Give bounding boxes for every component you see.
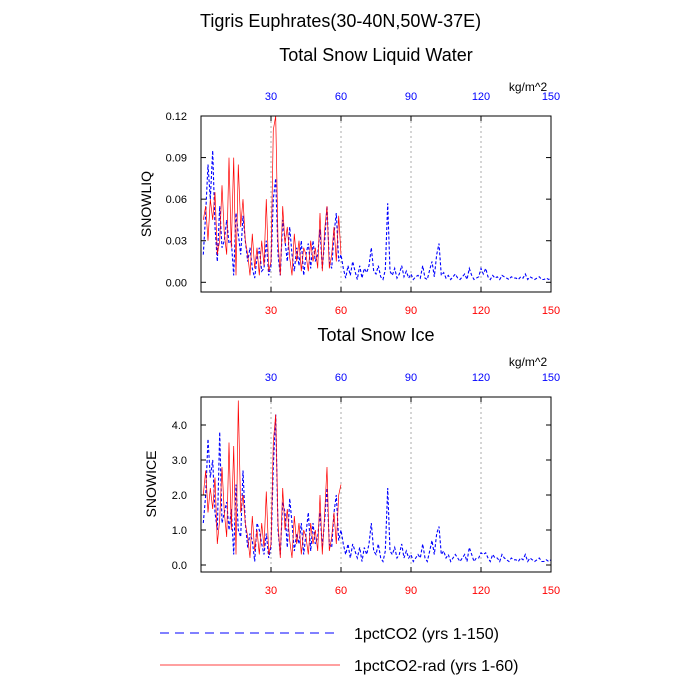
legend-label-1pctco2-rad: 1pctCO2-rad (yrs 1-60) bbox=[354, 658, 519, 675]
x-tick-label-bottom: 120 bbox=[472, 305, 490, 317]
y-axis-label: SNOWLIQ bbox=[138, 171, 154, 237]
plot-frame bbox=[200, 115, 552, 293]
y-tick-label: 0.03 bbox=[166, 236, 187, 248]
series-group bbox=[202, 115, 552, 282]
legend-label-1pctco2: 1pctCO2 (yrs 1-150) bbox=[354, 626, 499, 643]
y-tick-label: 0.06 bbox=[166, 194, 187, 206]
units-label: kg/m^2 bbox=[509, 355, 548, 369]
x-tick-label-top: 60 bbox=[335, 372, 347, 384]
x-tick-label-top: 30 bbox=[265, 91, 277, 103]
x-tick-label-top: 120 bbox=[472, 91, 490, 103]
y-tick-label: 1.0 bbox=[172, 525, 187, 537]
series-line-1pctco2-rad bbox=[202, 115, 342, 276]
x-tick-label-bottom: 90 bbox=[405, 585, 417, 597]
x-tick-label-top: 150 bbox=[542, 91, 560, 103]
y-tick-label: 0.0 bbox=[172, 560, 187, 572]
panel-snow-liquid-water: Total Snow Liquid Water kg/m^2 SNOWLIQ 0… bbox=[138, 45, 560, 317]
x-tick-label-top: 150 bbox=[542, 372, 560, 384]
panel-title: Total Snow Ice bbox=[317, 325, 434, 345]
x-tick-label-bottom: 120 bbox=[472, 585, 490, 597]
x-tick-label-top: 60 bbox=[335, 91, 347, 103]
x-tick-label-bottom: 30 bbox=[265, 305, 277, 317]
x-tick-label-top: 90 bbox=[405, 372, 417, 384]
y-axis-label: SNOWICE bbox=[143, 451, 159, 518]
x-tick-label-top: 120 bbox=[472, 372, 490, 384]
y-tick-label: 0.00 bbox=[166, 277, 187, 289]
units-label: kg/m^2 bbox=[509, 80, 548, 94]
x-tick-label-bottom: 60 bbox=[335, 305, 347, 317]
x-tick-label-bottom: 30 bbox=[265, 585, 277, 597]
figure-title: Tigris Euphrates(30-40N,50W-37E) bbox=[200, 11, 481, 31]
y-tick-label: 2.0 bbox=[172, 490, 187, 502]
legend: 1pctCO2 (yrs 1-150) 1pctCO2-rad (yrs 1-6… bbox=[160, 626, 519, 675]
series-line-1pctco2 bbox=[202, 150, 552, 282]
y-tick-label: 4.0 bbox=[172, 420, 187, 432]
series-line-1pctco2 bbox=[202, 414, 552, 563]
plot-frame bbox=[200, 396, 552, 573]
panel-title: Total Snow Liquid Water bbox=[279, 45, 472, 65]
y-tick-label: 0.12 bbox=[166, 111, 187, 123]
axes: 0.0 1.0 2.0 3.0 4.0 30 30 60 60 90 90 120 120 150 150 bbox=[172, 372, 560, 597]
y-tick-label: 3.0 bbox=[172, 455, 187, 467]
axes: 0.00 0.03 0.06 0.09 0.12 30 30 60 60 90 90 120 120 15… bbox=[166, 91, 561, 317]
x-tick-label-bottom: 60 bbox=[335, 585, 347, 597]
x-tick-label-bottom: 150 bbox=[542, 305, 560, 317]
x-tick-label-top: 90 bbox=[405, 91, 417, 103]
panel-snow-ice: Total Snow Ice kg/m^2 SNOWICE 0.0 1.0 2.0 3… bbox=[143, 325, 560, 597]
series-group bbox=[202, 400, 552, 563]
x-tick-label-bottom: 150 bbox=[542, 585, 560, 597]
x-tick-label-bottom: 90 bbox=[405, 305, 417, 317]
y-tick-label: 0.09 bbox=[166, 153, 187, 165]
vertical-grid bbox=[270, 116, 482, 292]
series-line-1pctco2-rad bbox=[202, 400, 342, 559]
x-tick-label-top: 30 bbox=[265, 372, 277, 384]
